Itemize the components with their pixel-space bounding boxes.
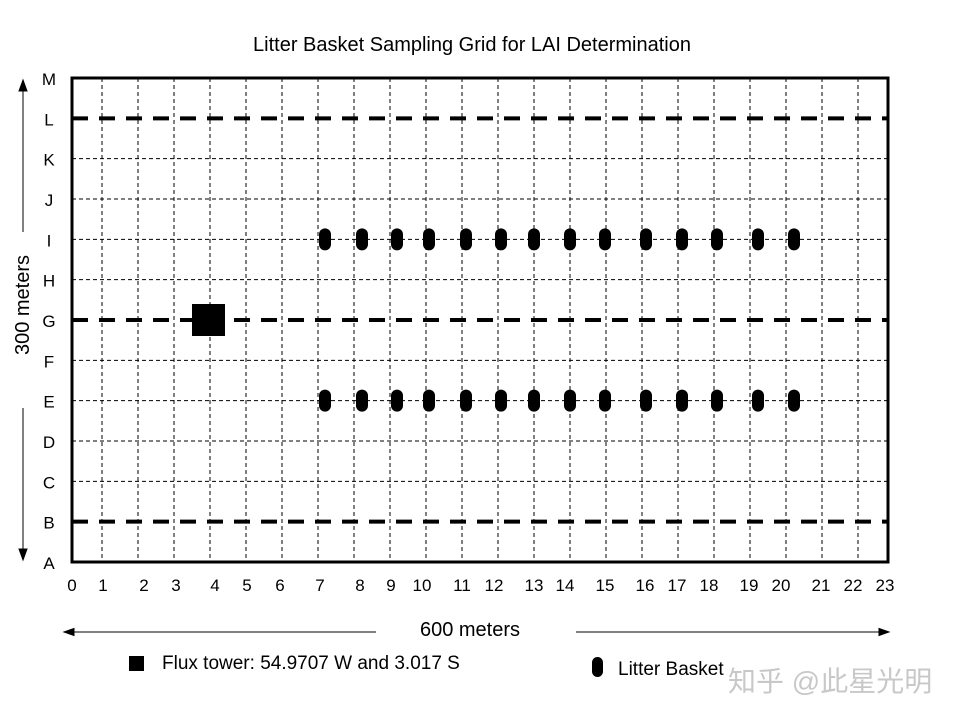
watermark: 知乎 @此星光明 [728, 666, 932, 697]
column-label-13: 13 [525, 576, 544, 595]
litter-basket-marker [528, 228, 540, 251]
flux-tower-marker [192, 304, 225, 336]
column-label-8: 8 [355, 576, 364, 595]
column-label-2: 2 [139, 576, 148, 595]
column-label-1: 1 [98, 576, 107, 595]
litter-basket-marker [676, 228, 688, 251]
row-label-j: J [45, 191, 54, 210]
arrow-left-icon [62, 627, 75, 637]
litter-basket-marker [423, 228, 435, 251]
row-label-i: I [47, 231, 52, 250]
litter-basket-legend-icon [592, 657, 603, 677]
legend: Flux tower: 54.9707 W and 3.017 S Litter… [129, 653, 724, 680]
row-label-b: B [43, 514, 54, 533]
litter-basket-marker [460, 389, 472, 412]
column-label-17: 17 [668, 576, 687, 595]
column-label-4: 4 [210, 576, 219, 595]
litter-basket-marker [676, 389, 688, 412]
litter-basket-marker [640, 228, 652, 251]
column-label-6: 6 [275, 576, 284, 595]
column-label-9: 9 [386, 576, 395, 595]
row-label-c: C [43, 473, 55, 492]
litter-basket-marker [423, 389, 435, 412]
row-label-k: K [43, 151, 55, 170]
litter-basket-marker [356, 389, 368, 412]
chart-title: Litter Basket Sampling Grid for LAI Dete… [253, 34, 691, 56]
litter-baskets [319, 228, 800, 412]
litter-basket-marker [391, 389, 403, 412]
column-label-3: 3 [171, 576, 180, 595]
column-label-5: 5 [242, 576, 251, 595]
litter-basket-legend-label: Litter Basket [618, 659, 724, 680]
column-label-0: 0 [67, 576, 76, 595]
litter-basket-marker [391, 228, 403, 251]
column-label-7: 7 [315, 576, 324, 595]
litter-basket-marker [788, 389, 800, 412]
column-label-12: 12 [485, 576, 504, 595]
column-labels: 0 1 2 3 4 5 6 7 8 9 10 11 12 13 14 15 16 17 18 19 20 21 22 23 [67, 576, 894, 595]
litter-basket-marker [752, 389, 764, 412]
column-label-15: 15 [596, 576, 615, 595]
vertical-dimension [18, 78, 28, 562]
x-dimension-label: 600 meters [420, 619, 520, 641]
horizontal-dimension [62, 627, 891, 637]
column-label-20: 20 [772, 576, 791, 595]
litter-basket-marker [356, 228, 368, 251]
litter-basket-marker [460, 228, 472, 251]
row-label-l: L [44, 110, 53, 129]
litter-basket-marker [711, 389, 723, 412]
y-dimension-label: 300 meters [12, 255, 34, 355]
plot-frame [70, 76, 890, 564]
flux-tower-legend-icon [129, 656, 144, 671]
column-label-21: 21 [812, 576, 831, 595]
litter-basket-marker [788, 228, 800, 251]
column-label-10: 10 [413, 576, 432, 595]
row-label-h: H [43, 272, 55, 291]
column-label-22: 22 [844, 576, 863, 595]
column-label-19: 19 [740, 576, 759, 595]
litter-basket-marker [640, 389, 652, 412]
arrow-right-icon [878, 627, 891, 637]
litter-basket-marker [319, 389, 331, 412]
flux-tower-legend-label: Flux tower: 54.9707 W and 3.017 S [162, 653, 460, 674]
column-label-23: 23 [876, 576, 895, 595]
litter-basket-marker [495, 389, 507, 412]
column-label-16: 16 [636, 576, 655, 595]
row-label-g: G [42, 312, 55, 331]
row-label-f: F [44, 352, 54, 371]
arrow-down-icon [18, 548, 28, 562]
litter-basket-marker [564, 228, 576, 251]
litter-basket-marker [319, 228, 331, 251]
litter-basket-marker [564, 389, 576, 412]
column-label-14: 14 [556, 576, 575, 595]
litter-basket-marker [599, 389, 611, 412]
litter-basket-marker [711, 228, 723, 251]
litter-basket-marker [752, 228, 764, 251]
row-label-d: D [43, 433, 55, 452]
litter-basket-marker [495, 228, 507, 251]
row-label-e: E [43, 393, 54, 412]
column-label-11: 11 [453, 576, 471, 595]
row-labels: A B C D E F G H I J K L M [42, 70, 56, 573]
arrow-up-icon [18, 78, 28, 92]
litter-basket-marker [528, 389, 540, 412]
column-label-18: 18 [700, 576, 719, 595]
row-label-m: M [42, 70, 56, 89]
litter-basket-marker [599, 228, 611, 251]
row-label-a: A [43, 554, 55, 573]
